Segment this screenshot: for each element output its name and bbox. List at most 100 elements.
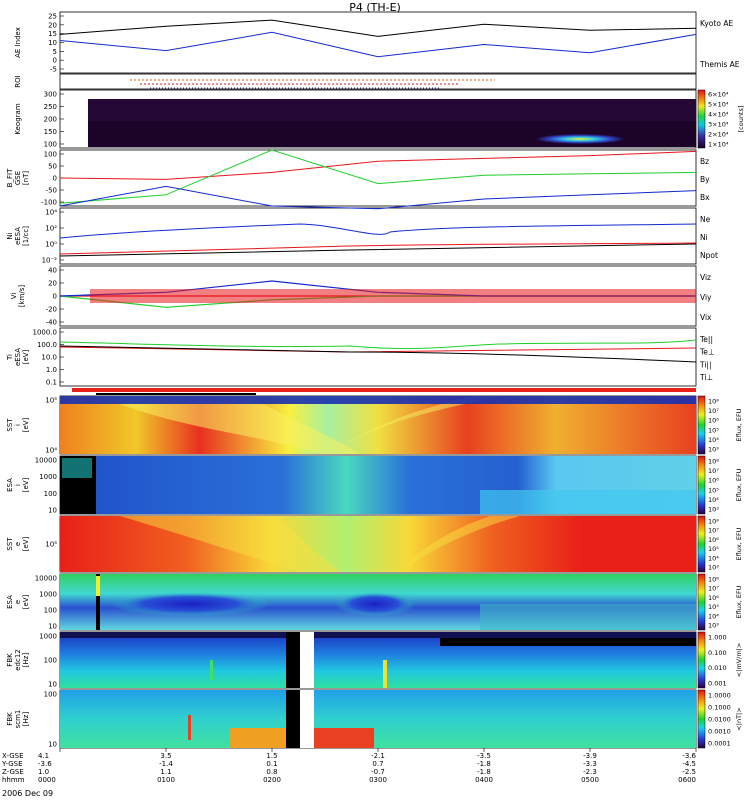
ylabel-line: ESA [6,595,14,609]
ytick-label: 20 [48,280,57,288]
legend-vi-2: Vix [700,313,712,322]
ytick-label: 100 [44,151,57,159]
ytick-label: 10 [48,507,57,515]
xaxis-value: 0100 [157,776,175,784]
colorbar-esa_e [697,573,706,631]
colorbar-tick: 10⁵ [708,603,719,611]
ytick-label: 300 [44,91,57,99]
colorbar-tick: 10⁸ [708,518,719,526]
colorbar-tick: 10⁸ [708,458,719,466]
ytick-label: -20 [46,306,57,314]
ytick-label: 10 [48,623,57,631]
keogram-cbar-tick: 1×10⁴ [708,141,729,149]
colorbar-tick: 10⁷ [708,585,719,593]
esa-electron-spectrogram [60,574,696,630]
xaxis-value: 0500 [581,776,599,784]
ylabel-fbk_b: FBK scm1 [Hz] [6,710,30,729]
xaxis-value: 0.7 [372,760,383,768]
legend-ti-1: Te⊥ [699,348,714,357]
colorbar-unit: Eflux, EFU [735,527,743,560]
ti-par-trace [59,339,697,350]
ylabel-line: GSE [14,171,22,185]
ytick-label: 10² [45,225,57,233]
mode-bar [72,388,696,392]
colorbar-tick: 1.000 [708,634,727,642]
esa-ion-spectrogram [60,456,696,514]
legend-ni-0: Ne [700,215,711,224]
keogram-cbar-unit: [counts] [737,106,745,133]
ytick-label: 10⁴ [45,209,57,217]
colorbar-tick: 0.100 [708,649,727,657]
xaxis-value: -1.8 [477,768,491,776]
ytick-label: -5 [50,66,57,74]
ylabel-sst_e: SST e [eV] [6,536,30,551]
ytick-label: 10⁴ [45,447,57,455]
ylabel-line: e [14,600,22,604]
ytick-label: 150 [44,128,57,136]
panel-frame-ni [59,207,697,265]
ytick-label: 10 [48,681,57,689]
ytick-label: 10000 [35,457,57,465]
colorbar-tick: 10³ [708,506,719,514]
series-bx [59,185,697,210]
vi-noise-band [90,289,696,303]
npot-trace [59,243,697,257]
ylabel-ti: Ti eESA [eV] [6,348,30,366]
fbk-scm1-spectrogram [60,690,696,748]
ytick-label: 100 [44,691,57,699]
colorbar-tick: 0.1000 [708,704,731,712]
fbk-edc12-spectrogram [60,632,696,688]
xaxis-value: 0.8 [266,768,277,776]
xaxis-value: 1.5 [266,752,277,760]
ytick-label: 1000 [39,473,57,481]
keogram-image [88,99,696,147]
ytick-label: -40 [46,319,57,327]
colorbar-tick: 10⁸ [708,398,719,406]
ytick-label: 1000 [39,591,57,599]
legend-bfit-0: Bz [700,157,709,166]
xaxis-value: -1.4 [159,760,173,768]
xaxis-row-label: X-GSE [2,752,24,760]
legend-ti-2: Ti|| [699,360,712,369]
colorbar-unit: Eflux, EFU [735,408,743,441]
ylabel-line: ROI [14,75,22,87]
mode-bar-black [96,393,256,395]
te-par-trace [59,345,697,363]
colorbar-tick: 10⁴ [708,496,719,504]
colorbar-tick: 10⁴ [708,612,719,620]
xaxis-value: 4.1 [38,752,49,760]
ylabel-line: [eV] [22,349,30,364]
ylabel-line: Ti [6,354,14,361]
colorbar-tick: 10⁵ [708,545,719,553]
panel-frame-roi [59,73,697,90]
ytick-label: 1.0 [46,366,57,374]
series-kyoto-ae [59,31,697,58]
xaxis-value: 0.1 [266,760,277,768]
ytick-label: 1000.0 [33,329,58,337]
series-themis-ae [59,19,697,37]
ylabel-line: [eV] [22,536,30,551]
series-by [59,149,697,204]
xaxis-value: -1.8 [477,760,491,768]
colorbar-sst_e [697,515,706,573]
xaxis-value: -3.3 [583,760,597,768]
ylabel-esa_e: ESA e [eV] [6,594,30,609]
ylabel-line: FBK [6,712,14,726]
ytick-label: 100 [44,657,57,665]
ytick-label: 0.1 [46,379,57,387]
xaxis-value: -3.9 [583,752,597,760]
colorbar-tick: 10⁵ [708,486,719,494]
ytick-label: 5 [53,48,57,56]
ytick-label: 100 [44,141,57,149]
ytick-label: 1000 [39,633,57,641]
ytick-label: 50 [48,163,57,171]
ylabel-line: [Hz] [22,653,30,668]
colorbar-tick: 10³ [708,622,719,630]
series-bz [59,150,697,180]
ylabel-esa_i: ESA i [eV] [6,477,30,492]
ylabel-line: SST [6,537,14,551]
keogram-colorbar [697,89,706,149]
colorbar-fbk_b [697,689,706,749]
ylabel-roi: ROI [14,75,22,87]
